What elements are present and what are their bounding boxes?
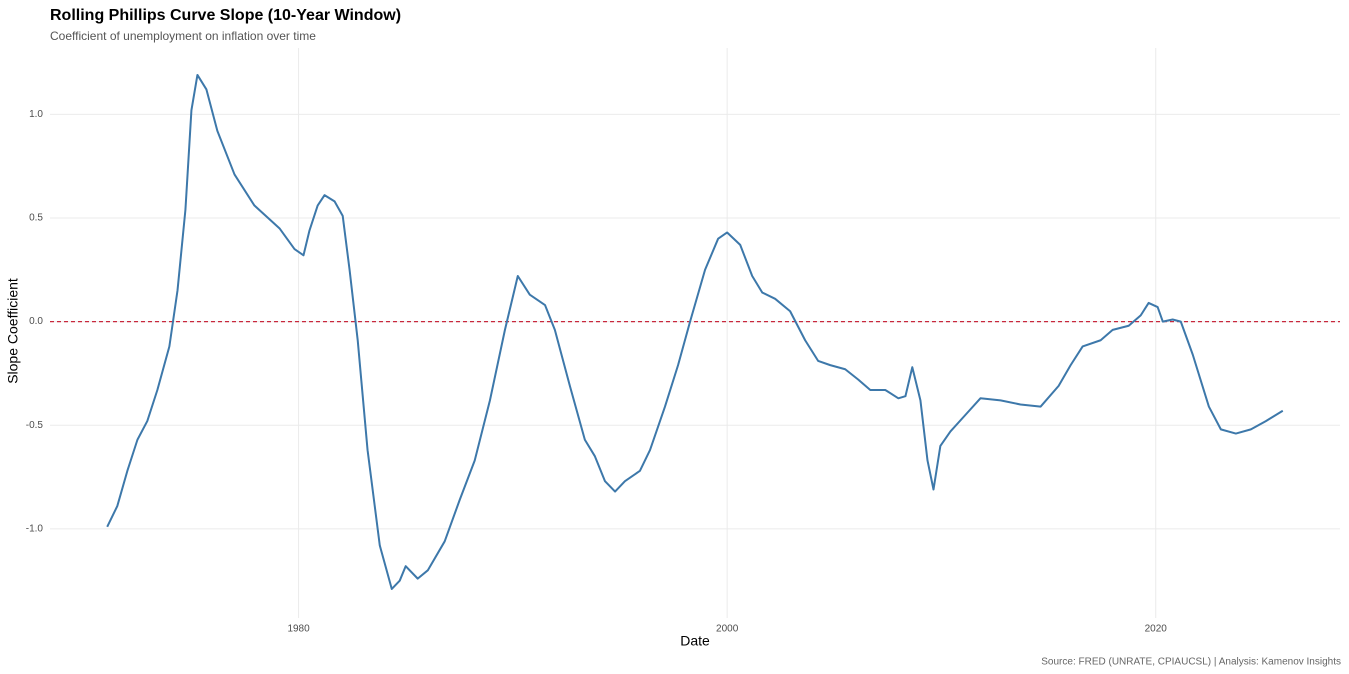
data-line [106, 73, 1284, 590]
chart-title: Rolling Phillips Curve Slope (10-Year Wi… [50, 7, 401, 24]
y-tick-label: 0.5 [29, 213, 43, 224]
y-tick-label: -0.5 [26, 420, 44, 431]
y-tick-label: -1.0 [26, 524, 44, 535]
chart-subtitle: Coefficient of unemployment on inflation… [50, 29, 316, 43]
x-tick-label: 2020 [1145, 624, 1168, 635]
y-axis-title: Slope Coefficient [5, 278, 21, 384]
x-tick-label: 1980 [287, 624, 310, 635]
x-axis-title: Date [680, 633, 710, 649]
caption: Source: FRED (UNRATE, CPIAUCSL) | Analys… [1041, 657, 1341, 668]
y-tick-label: 0.0 [29, 316, 43, 327]
x-tick-label: 2000 [716, 624, 739, 635]
y-tick-label: 1.0 [29, 109, 43, 120]
